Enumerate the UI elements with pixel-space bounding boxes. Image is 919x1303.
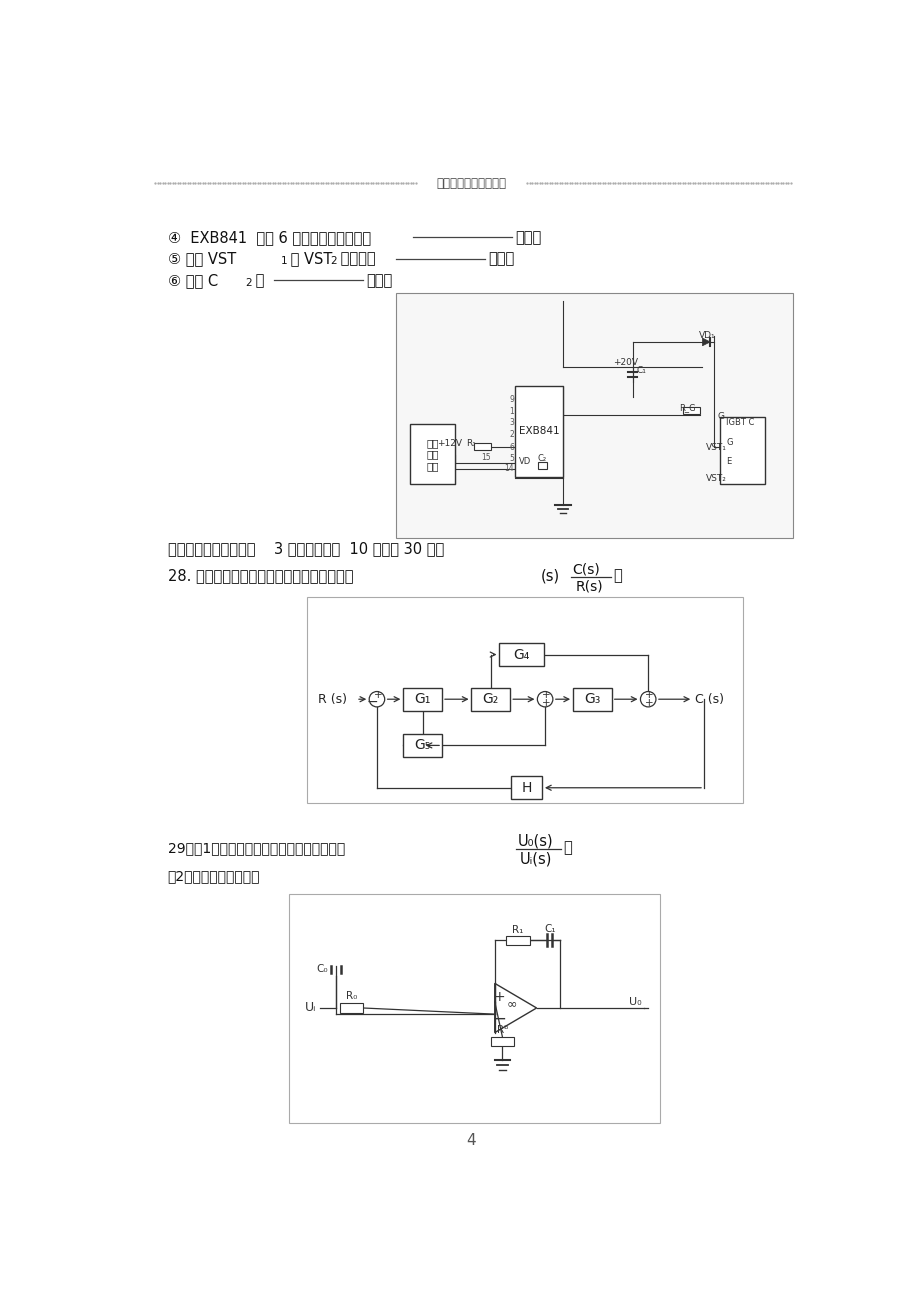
Circle shape	[640, 692, 655, 708]
Text: VD₁: VD₁	[698, 331, 714, 340]
Circle shape	[537, 692, 552, 708]
Text: C₁: C₁	[636, 366, 646, 375]
Text: 。: 。	[613, 568, 621, 584]
Text: 29．（1）求出如下图所示调节器的传递函数: 29．（1）求出如下图所示调节器的传递函数	[167, 840, 345, 855]
Text: VST₂: VST₂	[706, 474, 726, 482]
Text: R(s): R(s)	[574, 579, 602, 593]
Text: Uᵢ(s): Uᵢ(s)	[519, 851, 551, 866]
Text: G₄: G₄	[513, 648, 529, 662]
Text: +: +	[542, 698, 550, 708]
Text: C(s): C(s)	[572, 563, 599, 577]
Text: VST₁: VST₁	[706, 443, 726, 452]
Text: R_G: R_G	[678, 403, 695, 412]
Text: 5: 5	[509, 455, 514, 464]
Text: U₀: U₀	[629, 997, 641, 1007]
Text: ④  EXB841  模块 6 脚引入信号的作用是: ④ EXB841 模块 6 脚引入信号的作用是	[167, 229, 370, 245]
Circle shape	[369, 692, 384, 708]
Text: 1: 1	[280, 257, 287, 266]
Text: 1: 1	[509, 407, 514, 416]
Text: H: H	[521, 780, 531, 795]
Text: 精品自学考试资料推荐: 精品自学考试资料推荐	[436, 177, 506, 190]
Text: （2）这是什么调节器？: （2）这是什么调节器？	[167, 869, 260, 883]
Bar	[573, 688, 611, 710]
Text: 的作用是: 的作用是	[335, 251, 375, 266]
Bar	[471, 688, 510, 710]
Text: +12V: +12V	[437, 439, 461, 448]
Text: 3: 3	[509, 418, 514, 427]
Bar	[403, 734, 441, 757]
Text: ∞: ∞	[506, 998, 516, 1011]
Text: 6: 6	[509, 443, 514, 452]
Text: G₂: G₂	[482, 692, 498, 706]
Text: VD: VD	[518, 457, 530, 465]
Text: E: E	[726, 457, 731, 465]
Text: IGBT C: IGBT C	[726, 418, 754, 427]
Text: (s): (s)	[540, 568, 560, 584]
Text: 控制
脉冲
输入: 控制 脉冲 输入	[426, 438, 438, 470]
Text: +: +	[645, 698, 653, 708]
Text: R₀: R₀	[346, 992, 357, 1002]
Text: −: −	[492, 1010, 505, 1028]
Text: ⑥ 图中 C: ⑥ 图中 C	[167, 272, 218, 288]
Text: 。: 。	[562, 840, 571, 855]
Bar	[505, 936, 529, 945]
Text: U₀(s): U₀(s)	[517, 834, 553, 848]
Text: 4: 4	[466, 1132, 476, 1148]
Text: 2: 2	[330, 257, 336, 266]
Bar	[339, 1003, 363, 1012]
Bar	[289, 894, 659, 1123]
Text: 六、计算题（本大题共    3 小题，每小题  10 分，共 30 分）: 六、计算题（本大题共 3 小题，每小题 10 分，共 30 分）	[167, 542, 444, 556]
Text: 15: 15	[481, 453, 491, 463]
Text: 电容。: 电容。	[366, 272, 391, 288]
Bar	[538, 463, 547, 469]
Text: G: G	[717, 412, 724, 421]
Text: R₁: R₁	[466, 439, 475, 448]
Text: C (s): C (s)	[694, 693, 723, 706]
Text: 14: 14	[504, 464, 514, 473]
Text: R (s): R (s)	[318, 693, 346, 706]
Bar	[720, 417, 765, 485]
Text: R₁: R₁	[512, 925, 523, 936]
Text: 与 VST: 与 VST	[286, 251, 333, 266]
Bar	[396, 293, 792, 538]
Bar	[307, 597, 742, 803]
Text: C₀: C₀	[316, 964, 327, 975]
Text: 2: 2	[509, 430, 514, 439]
Bar	[403, 688, 441, 710]
Polygon shape	[702, 337, 709, 345]
Text: G₃: G₃	[584, 692, 600, 706]
Bar	[410, 425, 455, 485]
Text: 为: 为	[251, 272, 265, 288]
Text: G₅: G₅	[414, 739, 430, 752]
Text: ⑤ 图中 VST: ⑤ 图中 VST	[167, 251, 235, 266]
Bar	[499, 642, 544, 666]
Text: C₂: C₂	[537, 455, 546, 464]
Text: −: −	[366, 694, 378, 709]
Text: 9: 9	[509, 395, 514, 404]
Bar	[515, 386, 562, 477]
Text: 保护；: 保护；	[515, 229, 540, 245]
Text: Uᵢ: Uᵢ	[304, 1002, 316, 1015]
Text: 2: 2	[245, 278, 252, 288]
Text: +: +	[645, 691, 653, 700]
Text: G₁: G₁	[414, 692, 430, 706]
Text: +20V: +20V	[613, 358, 638, 367]
Bar	[682, 408, 699, 414]
Text: +: +	[542, 691, 550, 700]
Bar	[473, 443, 491, 450]
Text: C₁: C₁	[543, 924, 555, 934]
Bar	[491, 1037, 514, 1046]
Text: Rᵇ: Rᵇ	[496, 1025, 508, 1036]
Bar	[510, 777, 541, 799]
Text: +: +	[494, 990, 505, 1005]
Text: 28. 通过简化下面系统框图，求闭环传递函数: 28. 通过简化下面系统框图，求闭环传递函数	[167, 568, 353, 584]
Text: G: G	[726, 438, 732, 447]
Text: EXB841: EXB841	[518, 426, 559, 437]
Text: +: +	[374, 691, 382, 700]
Text: 保护；: 保护；	[488, 251, 515, 266]
